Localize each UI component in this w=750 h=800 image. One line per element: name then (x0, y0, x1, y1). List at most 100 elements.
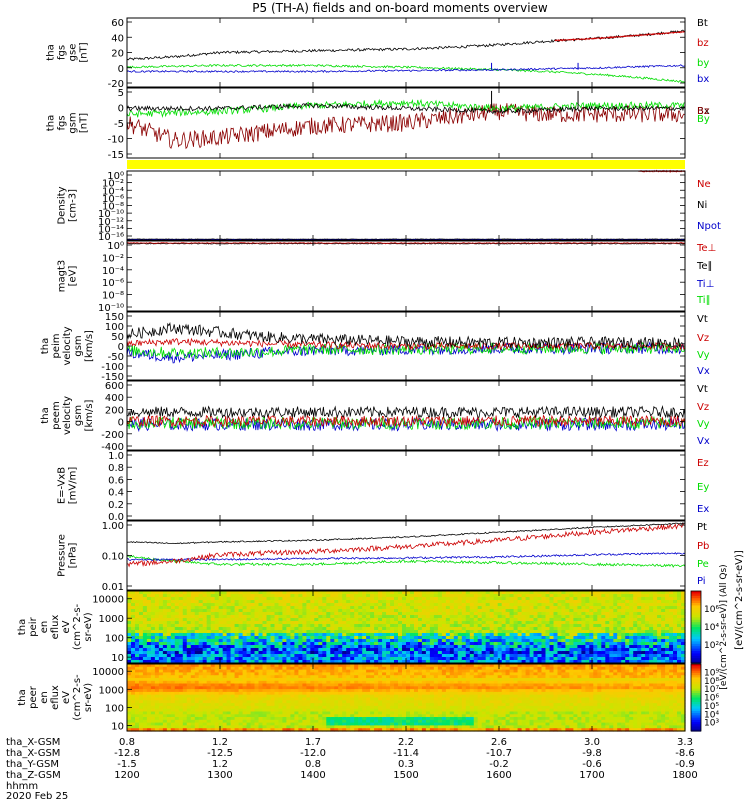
spectrogram-cell (274, 675, 280, 679)
spectrogram-cell (246, 651, 252, 655)
spectrogram-cell (589, 606, 594, 610)
spectrogram-cell (139, 597, 144, 601)
spectrogram-cell (429, 618, 435, 622)
spectrogram-cell (390, 633, 395, 637)
spectrogram-cell (162, 600, 168, 604)
spectrogram-cell (286, 627, 291, 631)
spectrogram-cell (521, 603, 527, 607)
spectrogram-cell (541, 621, 547, 625)
series-line-Vx (126, 341, 686, 364)
spectrogram-cell (457, 591, 463, 595)
spectrogram-cell (158, 669, 164, 673)
spectrogram-cell (469, 639, 475, 643)
spectrogram-cell (254, 708, 260, 713)
spectrogram-cell (553, 639, 559, 643)
spectrogram-cell (206, 603, 212, 607)
spectrogram-cell (127, 691, 132, 696)
spectrogram-cell (585, 606, 590, 610)
y-tick-label: 10⁻¹⁰ (98, 209, 124, 220)
spectrogram-cell (310, 594, 315, 598)
spectrogram-cell (449, 600, 455, 604)
legend-label: Ti∥ (696, 295, 711, 306)
spectrogram-cell (162, 636, 168, 640)
spectrogram-cell (669, 639, 674, 643)
spectrogram-cell (206, 633, 212, 637)
spectrogram-cell (394, 591, 399, 595)
spectrogram-cell (270, 594, 276, 598)
spectrogram-cell (613, 597, 618, 601)
spectrogram-cell (218, 618, 224, 622)
spectrogram-cell (326, 639, 331, 643)
spectrogram-cell (589, 627, 594, 631)
y-tick-label: 200 (105, 405, 124, 416)
spectrogram-cell (633, 648, 638, 652)
spectrogram-cell (210, 708, 216, 713)
spectrogram-cell (386, 642, 391, 646)
spectrogram-cell (210, 714, 216, 718)
spectrogram-cell (609, 645, 614, 649)
spectrogram-cell (262, 694, 268, 699)
spectrogram-cell (533, 639, 539, 643)
spectrogram-cell (665, 600, 670, 604)
spectrogram-cell (429, 642, 435, 646)
spectrogram-cell (461, 612, 467, 616)
spectrogram-cell (202, 606, 208, 610)
spectrogram-cell (234, 657, 240, 661)
spectrogram-cell (429, 633, 435, 637)
spectrogram-cell (270, 648, 276, 652)
spectrogram-cell (298, 694, 303, 699)
spectrogram-cell (657, 639, 662, 643)
spectrogram-cell (314, 664, 319, 668)
spectrogram-cell (505, 645, 511, 649)
spectrogram-cell (218, 714, 224, 718)
spectrogram-cell (525, 636, 531, 640)
spectrogram-cell (242, 689, 248, 693)
spectrogram-cell (206, 725, 212, 729)
spectrogram-cell (246, 624, 252, 628)
spectrogram-cell (278, 683, 284, 687)
spectrogram-cell (585, 660, 590, 664)
spectrogram-cell (302, 615, 307, 619)
spectrogram-cell (234, 651, 240, 655)
spectrogram-cell (497, 642, 503, 646)
spectrogram-cell (465, 657, 471, 661)
spectrogram-cell (194, 657, 200, 661)
spectrogram-cell (565, 618, 570, 622)
spectrogram-cell (557, 630, 563, 634)
spectrogram-cell (238, 594, 244, 598)
spectrogram-cell (613, 591, 618, 595)
spectrogram-cell (135, 694, 140, 699)
spectrogram-cell (421, 654, 427, 658)
spectrogram-cell (202, 654, 208, 658)
spectrogram-cell (390, 597, 395, 601)
spectrogram-cell (681, 603, 686, 607)
spectrogram-cell (593, 624, 598, 628)
spectrogram-cell (166, 612, 172, 616)
spectrogram-cell (501, 660, 507, 664)
spectrogram-cell (242, 630, 248, 634)
spectrogram-cell (322, 603, 327, 607)
spectrogram-cell (653, 648, 658, 652)
spectrogram-cell (425, 636, 431, 640)
spectrogram-cell (326, 606, 331, 610)
spectrogram-cell (489, 648, 495, 652)
spectrogram-cell (621, 606, 626, 610)
spectrogram-cell (581, 642, 586, 646)
spectrogram-cell (258, 639, 264, 643)
spectrogram-cell (310, 697, 315, 701)
spectrogram-cell (489, 594, 495, 598)
spectrogram-cell (158, 618, 164, 622)
spectrogram-cell (461, 660, 467, 664)
spectrogram-cell (230, 609, 236, 613)
spectrogram-cell (342, 591, 347, 595)
spectrogram-cell (226, 606, 232, 610)
spectrogram-cell (457, 609, 463, 613)
spectrogram-cell (146, 722, 152, 726)
spectrogram-cell (621, 648, 626, 652)
spectrogram-cell (306, 594, 311, 598)
spectrogram-cell (230, 606, 236, 610)
spectrogram-cell (306, 612, 311, 616)
spectrogram-cell (286, 645, 291, 649)
spectrogram-cell (386, 660, 391, 664)
